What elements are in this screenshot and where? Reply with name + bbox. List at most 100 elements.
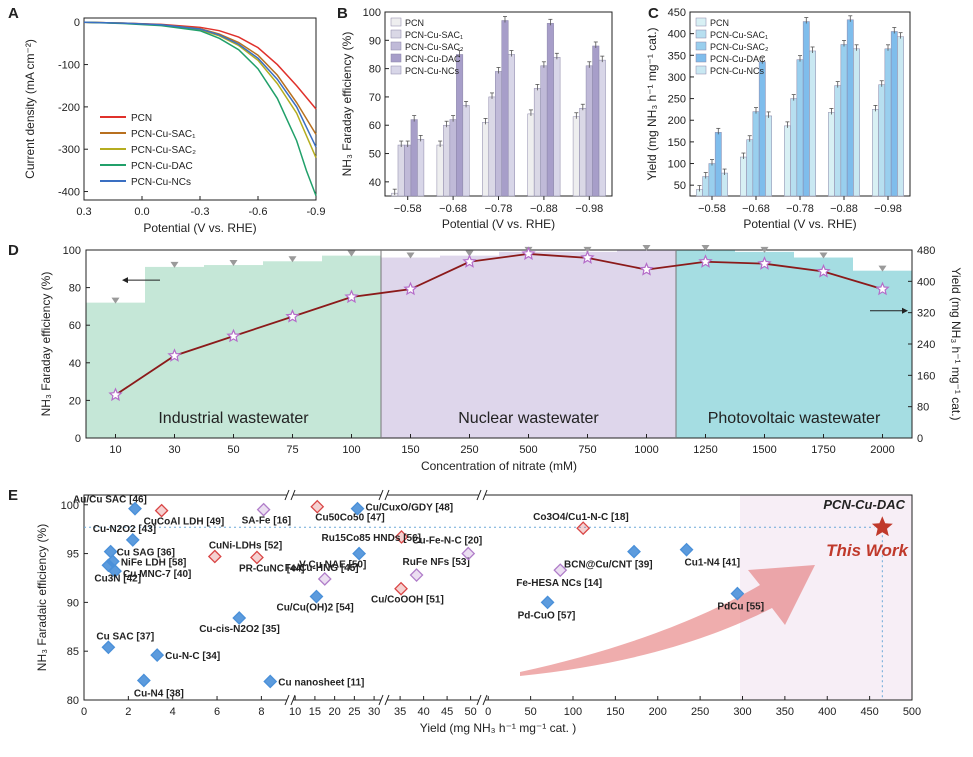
axis-break-mask [287,694,293,706]
y-tick-label-a: -400 [58,187,80,199]
y-tick-label-c: 150 [668,137,686,149]
legend-label-b: PCN-Cu-NCs [405,66,460,76]
efficiency-marker [406,252,415,259]
x-axis-label-c: Potential (V vs. RHE) [743,217,856,231]
catalyst-point [103,544,118,559]
region-label-photovoltaic: Photovoltaic wastewater [708,410,881,427]
x-tick-label-a: -0.6 [249,206,268,218]
highlight-name: PCN-Cu-DAC [823,497,905,512]
efficiency-band-bar [735,251,794,438]
bar-c-pcn-cu-dac [802,21,810,197]
x-tick-label-d: 2000 [870,444,894,456]
bar-c-pcn-cu-dac [714,132,722,197]
x-tick-label-c: −0.78 [786,203,814,215]
catalyst-label: NiFe LDH [58] [121,557,187,568]
x-tick-label-e: 8 [258,706,264,718]
bar-b-pcn-cu-dac [501,20,509,197]
legend-label-b: PCN [405,18,424,28]
x-tick-label-c: −0.68 [742,203,770,215]
y-tick-label-e: 85 [67,646,79,658]
yield-star-marker [403,281,418,296]
catalyst-label: Pd-CuO [57] [518,610,576,621]
lsv-curve-sac2 [83,21,317,158]
x-tick-label-e: 20 [329,706,341,718]
y-tick-label-e: 95 [67,549,79,561]
catalyst-label: Cu/CuxO/GDY [48] [366,503,454,514]
yield-star-marker [757,256,772,270]
efficiency-band-bar [676,250,735,438]
x-tick-label-e: 250 [691,706,709,718]
catalyst-label: Cu-Fe-N-C [20] [412,536,482,547]
y-tick-label-d: 60 [69,320,81,332]
legend-swatch-c [695,17,707,27]
x-axis-label-d: Concentration of nitrate (mM) [421,459,577,473]
lsv-curve-pcn [83,21,317,110]
y-tick-label-a: 0 [74,17,80,29]
bar-b-pcn-cu-ncs [553,57,561,197]
x-tick-label-e: 300 [733,706,751,718]
panel-label-a: A [8,5,19,22]
catalyst-point [553,563,568,578]
region-label-industrial: Industrial wastewater [158,410,309,427]
this-work-label: This Work [826,541,909,560]
y-tick-label-c: 400 [668,29,686,41]
legend-swatch-b [390,41,402,51]
y-tick-label-b: 40 [369,177,381,189]
x-tick-label-d: 250 [460,444,478,456]
bar-b-pcn-cu-sac2 [449,119,457,197]
yield-star-marker [698,254,713,268]
catalyst-point [207,549,222,564]
yield-star-marker [344,289,359,304]
catalyst-point [309,589,324,604]
x-tick-label-b: −0.68 [439,203,467,215]
bar-b-pcn [436,144,444,197]
bar-b-pcn-cu-ncs [507,54,515,197]
axis-break-mark [284,694,290,706]
x-tick-label-e: 45 [441,706,453,718]
axis-break-mark [482,489,488,501]
bar-c-pcn-cu-sac2 [796,59,804,197]
bar-c-pcn-cu-sac2 [884,48,892,197]
bar-c-pcn-cu-ncs [721,172,728,197]
bar-c-pcn-cu-sac1 [790,98,798,197]
catalyst-point [136,673,151,688]
y-tick-label-c: 350 [668,50,686,62]
x-tick-label-e: 450 [860,706,878,718]
x-tick-label-e: 200 [649,706,667,718]
x-tick-label-a: 0.0 [134,206,149,218]
x-tick-label-c: −0.88 [830,203,858,215]
this-work-star [871,516,893,537]
x-tick-label-e: 6 [214,706,220,718]
panel-label-c: C [648,5,659,22]
y-axis-label-d: NH₃ Faraday efficiency (%) [39,272,53,417]
panel-label-e: E [8,487,18,504]
axis-break-mark [290,694,296,706]
y-axis-label-a: Current density (mA cm⁻²) [23,39,37,179]
x-tick-label-d: 10 [109,444,121,456]
y-tick-label-b: 50 [369,149,381,161]
x-tick-label-c: −0.58 [698,203,726,215]
y-tick-label-c: 450 [668,7,686,19]
y-tick-label-right-d: 0 [917,433,923,445]
bar-c-pcn-cu-sac1 [746,139,754,197]
bar-c-pcn-cu-sac1 [878,84,886,197]
legend-label-a: PCN-Cu-SAC₂ [131,145,196,156]
legend-swatch-b [390,53,402,63]
catalyst-point [461,546,476,561]
bar-b-pcn-cu-sac2 [495,71,502,197]
catalyst-point [576,521,591,536]
efficiency-marker [288,256,297,263]
bar-c-pcn-cu-dac [890,31,898,197]
axis-break-mask [381,694,387,706]
legend-swatch-c [695,53,707,63]
plot-frame-a [83,17,317,201]
legend-swatch-b [390,29,402,39]
catalyst-point [263,674,278,689]
x-tick-label-d: 50 [227,444,239,456]
axis-break-mark [284,489,290,501]
catalyst-point [101,558,116,573]
legend-label-a: PCN-Cu-NCs [131,177,191,188]
efficiency-marker [170,261,179,268]
